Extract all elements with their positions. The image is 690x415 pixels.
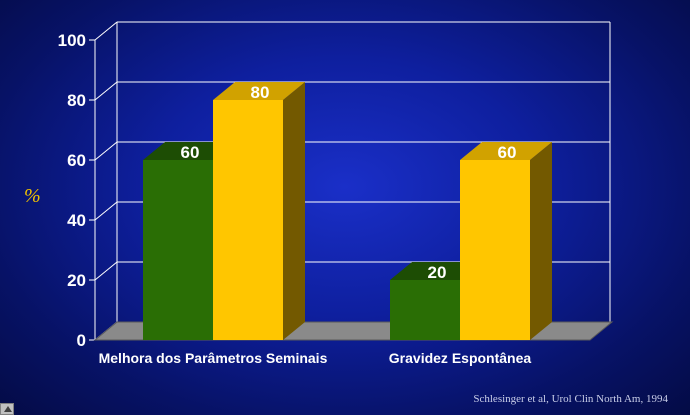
gridline-side xyxy=(94,21,118,41)
gridline-side xyxy=(94,141,118,161)
x-category-label: Gravidez Espontânea xyxy=(389,350,532,366)
bar-front xyxy=(143,160,213,340)
bar xyxy=(460,142,552,340)
data-label: 80 xyxy=(251,83,270,102)
data-label: 60 xyxy=(181,143,200,162)
gridline-side xyxy=(94,261,118,281)
source-citation: Schlesinger et al, Urol Clin North Am, 1… xyxy=(473,393,668,405)
data-label: 20 xyxy=(428,263,447,282)
slide-menu-button[interactable] xyxy=(0,403,14,415)
bar-front xyxy=(213,100,283,340)
bar-top xyxy=(143,142,235,160)
x-category-label: Melhora dos Parâmetros Seminais xyxy=(99,350,328,366)
data-label: 60 xyxy=(498,143,517,162)
gridline-side xyxy=(94,81,118,101)
bar-front xyxy=(460,160,530,340)
y-tick-label: 80 xyxy=(67,91,86,110)
chart-bars xyxy=(143,82,552,340)
bar-side xyxy=(283,82,305,340)
y-tick-label: 60 xyxy=(67,151,86,170)
bar-side xyxy=(530,142,552,340)
bar-front xyxy=(390,280,460,340)
y-tick-label: 20 xyxy=(67,271,86,290)
bar xyxy=(213,82,305,340)
y-tick-label: 100 xyxy=(58,31,86,50)
y-axis-label: % xyxy=(24,185,41,207)
bar-top xyxy=(213,82,305,100)
gridline-side xyxy=(94,201,118,221)
y-tick-label: 0 xyxy=(77,331,86,350)
bar-top xyxy=(460,142,552,160)
chart-labels: 0 20 40 60 80 100 60 80 Melhora dos Parâmetros S… xyxy=(58,31,532,366)
y-tick-label: 40 xyxy=(67,211,86,230)
bar-top xyxy=(390,262,482,280)
